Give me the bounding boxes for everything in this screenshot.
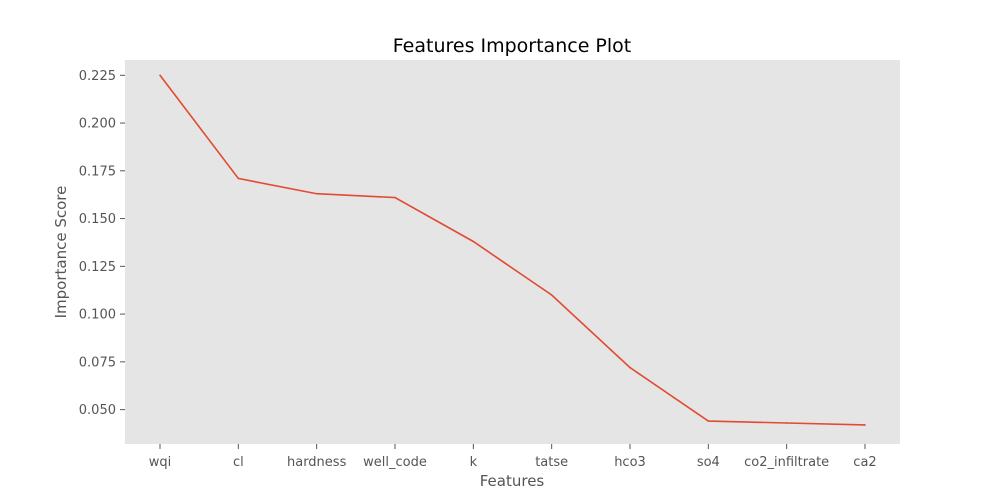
data-point-k — [472, 240, 475, 243]
data-point-tatse — [550, 294, 553, 296]
chart-title: Features Importance Plot — [393, 35, 631, 57]
x-axis-title: Features — [480, 472, 545, 490]
data-point-ca2 — [864, 424, 866, 426]
y-axis: 0.050 0.075 0.100 0.125 0.150 0.175 0.200 0.225 — [79, 69, 125, 418]
data-point-hardness — [315, 192, 318, 195]
data-point-cl — [237, 177, 240, 180]
x-tick-label: co2_infiltrate — [744, 455, 829, 470]
x-tick-label: hco3 — [614, 455, 646, 470]
x-tick-label: wqi — [149, 455, 172, 470]
y-tick-label: 0.225 — [79, 69, 116, 84]
x-tick-label: cl — [233, 455, 244, 470]
x-tick-label: ca2 — [853, 455, 876, 470]
data-point-co2_infiltrate — [785, 422, 788, 424]
y-axis-title: Importance Score — [52, 186, 70, 319]
x-tick-label: hardness — [287, 455, 347, 470]
y-tick-label: 0.100 — [79, 308, 116, 323]
y-tick-label: 0.050 — [79, 403, 116, 418]
y-tick-label: 0.175 — [79, 164, 116, 179]
importance-series-line — [159, 74, 866, 426]
x-axis: wqi cl hardness well_code k tatse hco3 so4 co2_i… — [149, 444, 877, 470]
data-point-so4 — [707, 420, 710, 422]
data-point-wqi — [159, 74, 161, 77]
plot-area — [125, 60, 900, 444]
y-tick-label: 0.075 — [79, 355, 116, 370]
y-tick-label: 0.125 — [79, 260, 116, 275]
x-tick-label: tatse — [535, 455, 568, 470]
y-tick-label: 0.150 — [79, 212, 116, 227]
data-point-hco3 — [629, 366, 631, 369]
data-point-well_code — [394, 196, 396, 199]
x-tick-label: well_code — [363, 455, 427, 470]
x-tick-label: k — [470, 455, 478, 470]
data-points — [159, 74, 866, 426]
x-tick-label: so4 — [697, 455, 720, 470]
y-tick-label: 0.200 — [79, 117, 116, 132]
